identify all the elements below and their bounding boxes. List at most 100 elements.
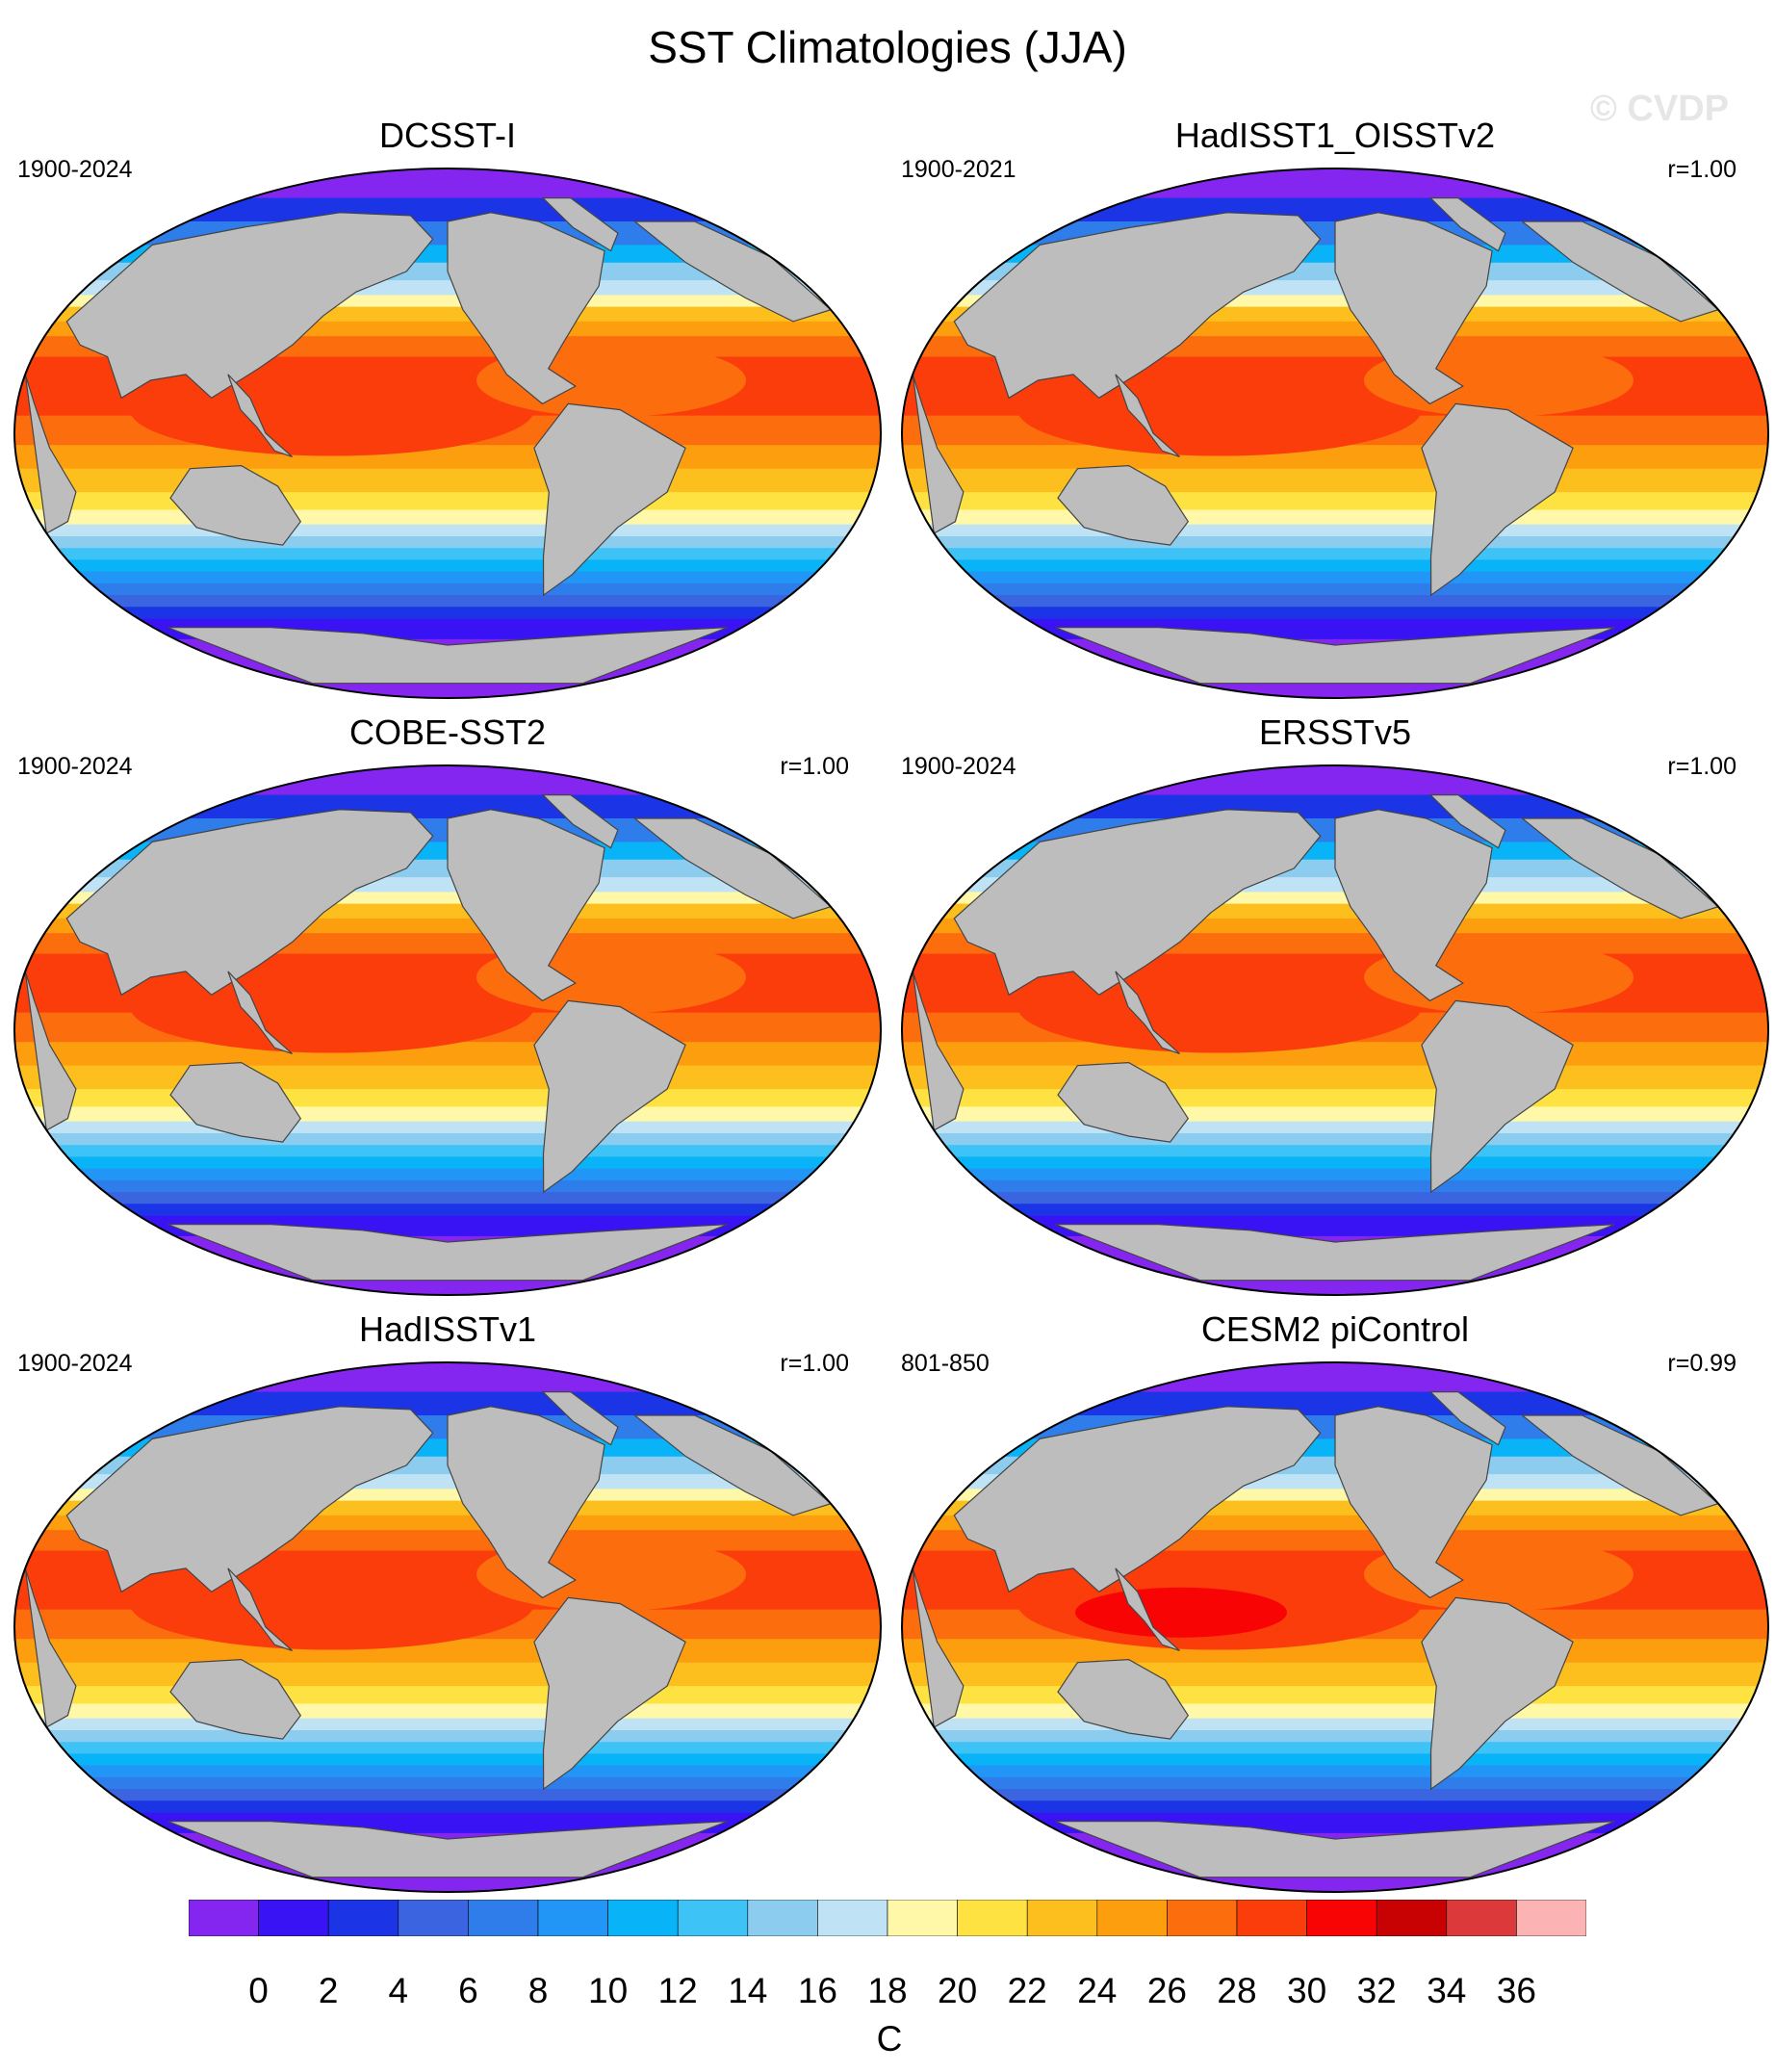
- sst-band: [902, 197, 1768, 222]
- eurasia-landmass: [953, 1406, 1322, 1593]
- panel-correlation: r=1.00: [780, 753, 849, 780]
- panel-period: 1900-2021: [901, 156, 1016, 183]
- sst-band: [902, 1192, 1768, 1205]
- sst-band: [902, 1776, 1768, 1791]
- panel-correlation: r=1.00: [1667, 753, 1736, 780]
- sst-band: [14, 1106, 881, 1123]
- cvdp-watermark: © CVDP: [1589, 89, 1729, 129]
- colorbar-tick-label: 26: [1146, 1971, 1187, 2010]
- panel-title: DCSST-I: [378, 116, 516, 155]
- sst-band: [902, 1121, 1768, 1134]
- sst-band: [902, 1168, 1768, 1181]
- map-border: [13, 1361, 882, 1893]
- map-panel: HadISSTv1 1900-2024 r=1.00: [0, 1309, 888, 1906]
- colorbar: [189, 1900, 1586, 1936]
- sst-band: [14, 794, 881, 819]
- samerica-landmass: [533, 1596, 686, 1791]
- colorbar-swatch: [957, 1900, 1028, 1936]
- warm-pool: [130, 363, 534, 456]
- sst-band: [14, 1812, 881, 1834]
- colorbar-tick-label: 20: [938, 1971, 978, 2010]
- colorbar-swatch: [1446, 1900, 1517, 1936]
- sst-band: [902, 1742, 1768, 1755]
- seasia-landmass: [227, 374, 293, 457]
- sst-band: [14, 1765, 881, 1778]
- panel-period: 1900-2024: [17, 753, 133, 780]
- sst-band: [902, 1204, 1768, 1217]
- map-border: [13, 168, 882, 699]
- colorbar-tick-label: 18: [867, 1971, 908, 2010]
- sst-band: [14, 1639, 881, 1664]
- colorbar-swatch: [1026, 1900, 1098, 1936]
- colorbar-tick-label: 34: [1427, 1971, 1467, 2010]
- colorbar-tick-label: 2: [318, 1971, 339, 2010]
- sst-band: [14, 1179, 881, 1194]
- namerica-landmass: [447, 1406, 605, 1599]
- map-panel: ERSSTv5 1900-2024 r=1.00: [888, 712, 1775, 1309]
- sst-band: [14, 1703, 881, 1720]
- samerica-landmass: [1421, 1596, 1574, 1791]
- sst-band: [902, 1106, 1768, 1123]
- arctic-ocean: [902, 765, 1768, 784]
- antarctica-landmass: [1055, 1821, 1615, 1878]
- sst-band: [902, 492, 1768, 511]
- sst-band: [902, 509, 1768, 526]
- sst-band: [902, 1042, 1768, 1067]
- seasia-landmass: [1115, 374, 1180, 457]
- greenland-landmass: [1428, 197, 1506, 252]
- sst-band: [902, 445, 1768, 470]
- sst-band: [902, 1179, 1768, 1194]
- sst-band: [14, 492, 881, 511]
- sst-band: [902, 1812, 1768, 1834]
- sst-band: [14, 524, 881, 537]
- map-panel: HadISST1_OISSTv2 1900-2021 r=1.00: [888, 116, 1775, 712]
- sst-band: [902, 607, 1768, 620]
- antarctica-landmass: [167, 1224, 728, 1282]
- sst-band: [14, 1042, 881, 1067]
- sst-band: [902, 1729, 1768, 1744]
- greenland-landmass: [541, 197, 619, 252]
- sst-band: [14, 1391, 881, 1416]
- namerica-landmass: [1334, 1406, 1493, 1599]
- sst-band: [14, 197, 881, 222]
- sst-band: [902, 1718, 1768, 1731]
- map-border: [901, 1361, 1769, 1893]
- sst-band: [902, 1789, 1768, 1802]
- antarctica-landmass: [1055, 1224, 1615, 1282]
- panel-period: 1900-2024: [17, 156, 133, 183]
- sst-band: [902, 468, 1768, 494]
- sst-band: [14, 535, 881, 550]
- colorbar-tick-label: 36: [1496, 1971, 1536, 2010]
- warm-pool: [1017, 960, 1422, 1053]
- sst-band: [902, 1800, 1768, 1814]
- colorbar-swatch: [468, 1900, 539, 1936]
- europe-landmass: [1520, 220, 1720, 323]
- colorbar-swatch: [887, 1900, 958, 1936]
- map-border: [901, 764, 1769, 1296]
- sst-band: [14, 1132, 881, 1147]
- sst-band: [902, 794, 1768, 819]
- sst-band: [14, 1729, 881, 1744]
- sst-band: [14, 1686, 881, 1705]
- greenland-landmass: [541, 794, 619, 849]
- sst-band: [14, 1718, 881, 1731]
- sst-band: [902, 559, 1768, 573]
- colorbar-tick-label: 6: [458, 1971, 478, 2010]
- panel-title: CESM2 piControl: [1200, 1309, 1470, 1349]
- namerica-landmass: [447, 809, 605, 1002]
- sst-map: [901, 764, 1769, 1296]
- sst-band: [14, 1753, 881, 1767]
- warm-pool: [130, 960, 534, 1053]
- arctic-ocean: [14, 765, 881, 784]
- warm-pool: [1017, 363, 1422, 456]
- panel-title: HadISST1_OISSTv2: [1174, 116, 1496, 155]
- sst-band: [902, 524, 1768, 537]
- map-panel: COBE-SST2 1900-2024 r=1.00: [0, 712, 888, 1309]
- sst-band: [14, 1215, 881, 1237]
- sst-band: [14, 1662, 881, 1688]
- greenland-landmass: [541, 1391, 619, 1446]
- panel-period: 1900-2024: [901, 753, 1016, 780]
- sst-band: [14, 618, 881, 640]
- namerica-landmass: [447, 212, 605, 405]
- sst-band: [14, 1742, 881, 1755]
